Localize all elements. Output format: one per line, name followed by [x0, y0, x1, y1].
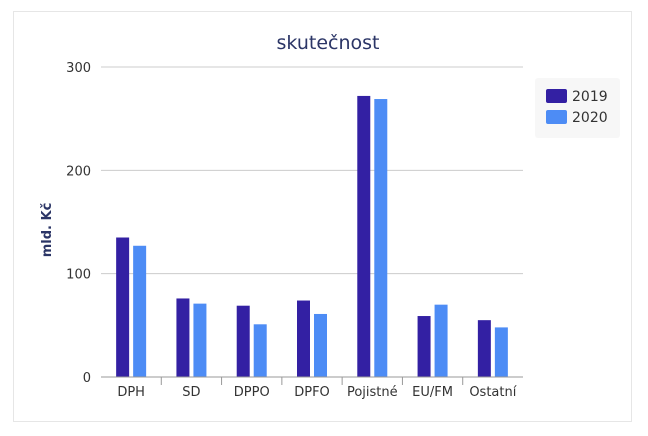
legend-swatch-2020[interactable] — [546, 110, 567, 124]
bar-2019-DPH[interactable] — [116, 237, 130, 378]
bar-2020-DPPO[interactable] — [253, 324, 267, 377]
bars — [116, 95, 508, 378]
bar-2019-DPFO[interactable] — [297, 300, 310, 377]
bar-2019-Ostatní[interactable] — [477, 320, 491, 377]
x-tick-label: DPH — [117, 385, 145, 400]
bar-2019-Pojistné[interactable] — [357, 95, 371, 377]
legend-label-2020[interactable]: 2020 — [572, 110, 608, 126]
bar-2020-Ostatní[interactable] — [494, 327, 508, 377]
bar-2019-SD[interactable] — [176, 298, 190, 377]
x-tick-label: DPFO — [294, 385, 330, 400]
y-tick-label: 0 — [83, 371, 91, 386]
y-tick-label: 100 — [66, 268, 91, 283]
gridlines: 0 100 200 300 — [66, 61, 523, 386]
bar-2020-DPH[interactable] — [133, 245, 147, 377]
x-tick-label: EU/FM — [412, 385, 453, 400]
chart-frame: skutečnost mld. Kč 0 100 200 300 DPH SD DPPO D… — [13, 11, 632, 422]
x-tick-label: Pojistné — [347, 385, 398, 400]
bar-2020-DPFO[interactable] — [314, 313, 327, 377]
bar-2019-DPPO[interactable] — [236, 305, 250, 377]
legend-background — [535, 78, 620, 138]
legend-label-2019[interactable]: 2019 — [572, 89, 608, 105]
y-axis-label: mld. Kč — [40, 203, 55, 258]
chart-title: skutečnost — [277, 32, 380, 54]
bar-2020-Pojistné[interactable] — [374, 99, 388, 378]
y-tick-label: 200 — [66, 164, 91, 179]
x-tick-label: SD — [182, 385, 200, 400]
bar-2020-SD[interactable] — [193, 303, 207, 377]
legend-swatch-2019[interactable] — [546, 89, 567, 103]
x-tick-label: Ostatní — [469, 385, 516, 400]
x-tick-label: DPPO — [234, 385, 270, 400]
y-tick-label: 300 — [66, 61, 91, 76]
bar-2019-EU/FM[interactable] — [417, 316, 431, 377]
bar-2020-EU/FM[interactable] — [434, 304, 448, 377]
x-axis: DPH SD DPPO DPFO Pojistné EU/FM Ostatní — [101, 376, 523, 400]
legend: 2019 2020 — [535, 78, 620, 138]
